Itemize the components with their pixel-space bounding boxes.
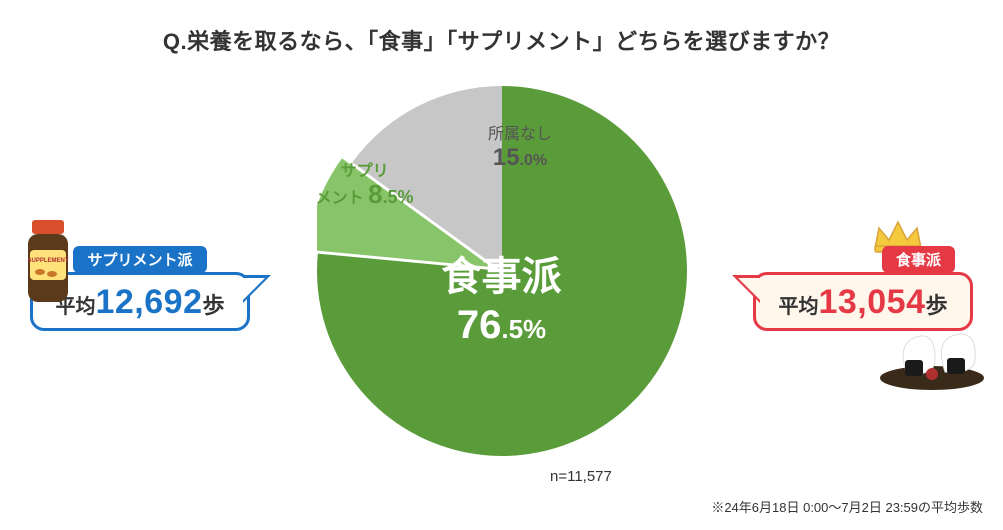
pie-chart: 食事派 76.5% サプリ メント 8.5% 所属なし 15.0% [317,86,687,456]
callout-food: 食事派 平均13,054歩 [753,246,973,331]
callout-tag: 食事派 [882,246,955,273]
chart-title: Q.栄養を取るなら、「食事」「サプリメント」どちらを選びますか？ [0,24,1003,56]
speech-tail [243,275,271,303]
onigiri-icon [877,320,987,390]
svg-text:SUPPLEMENT: SUPPLEMENT [27,258,68,264]
speech-tail [732,275,760,303]
footnote: ※24年6月18日 0:00〜7月2日 23:59の平均歩数 [711,497,983,516]
pie-svg [317,86,687,456]
callout-tag: サプリメント派 [73,246,206,273]
sample-size: n=11,577 [550,468,612,485]
supplement-bottle-icon: SUPPLEMENT [18,218,78,308]
